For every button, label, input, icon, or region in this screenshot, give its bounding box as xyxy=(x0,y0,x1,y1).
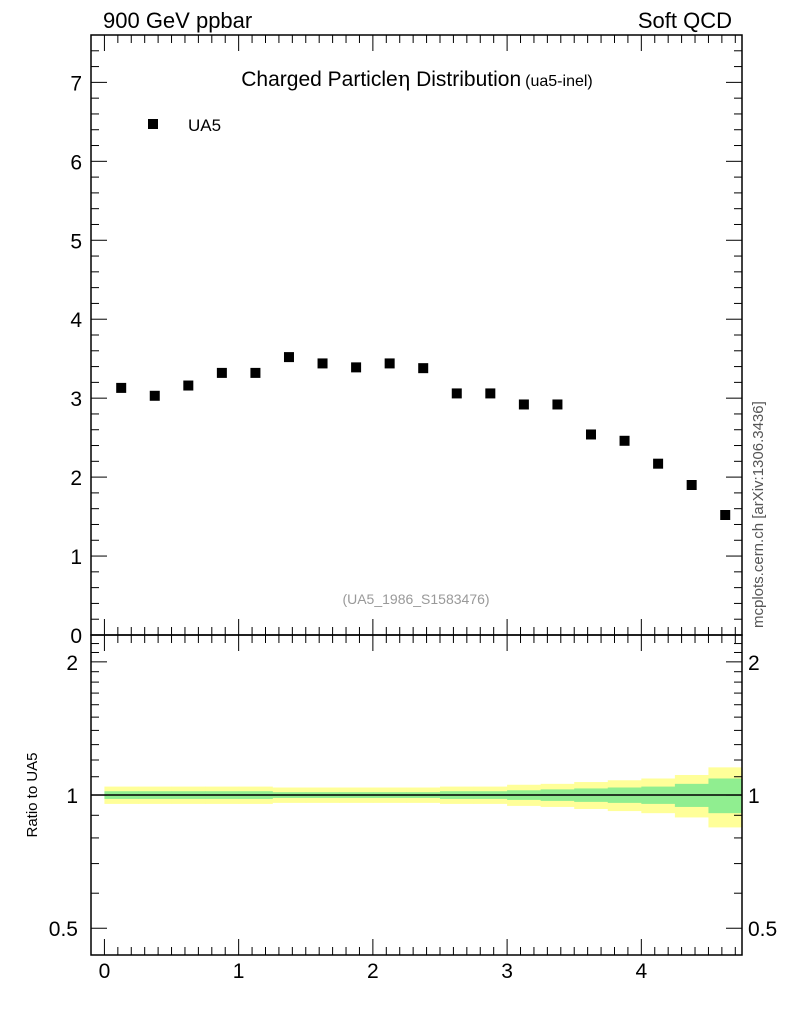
main-y-tick-label: 0 xyxy=(70,625,82,648)
data-point-ua5 xyxy=(653,458,664,469)
chart-title-symbol: η xyxy=(398,67,411,91)
axes-group: 0 1 2 3 4 5 6 7 0 1 2 3 4 0.5 0.5 1 1 2 2 xyxy=(49,34,777,983)
x-tick-label: 3 xyxy=(501,960,513,983)
analysis-id-label: (UA5_1986_S1583476) xyxy=(342,591,489,607)
data-point-ua5 xyxy=(149,390,160,401)
ratio-y-tick-label-left: 0.5 xyxy=(49,918,78,941)
ratio-bands-group xyxy=(91,767,743,828)
data-point-ua5 xyxy=(418,363,429,374)
main-y-tick-label: 6 xyxy=(70,151,82,174)
data-point-ua5 xyxy=(317,358,328,369)
chart-title-main: Charged Particle xyxy=(241,68,397,91)
chart-title-suffix: (ua5-inel) xyxy=(525,73,593,90)
x-tick-label: 0 xyxy=(99,960,111,983)
data-point-ua5 xyxy=(183,380,194,391)
header-left-label: 900 GeV ppbar xyxy=(103,8,252,33)
data-point-ua5 xyxy=(384,358,395,369)
x-tick-label: 1 xyxy=(233,960,245,983)
main-y-tick-label: 5 xyxy=(70,230,82,253)
data-point-ua5 xyxy=(552,399,563,410)
main-data-points-group xyxy=(116,352,731,520)
main-y-tick-label: 2 xyxy=(70,467,82,490)
data-point-ua5 xyxy=(283,352,294,363)
x-tick-label: 2 xyxy=(367,960,379,983)
data-point-ua5 xyxy=(686,480,697,490)
ratio-y-tick-label-left: 2 xyxy=(66,652,78,675)
main-y-tick-label: 3 xyxy=(70,388,82,411)
data-point-ua5 xyxy=(720,510,731,520)
data-point-ua5 xyxy=(619,435,630,446)
x-tick-label: 4 xyxy=(635,960,647,983)
ratio-y-tick-label-right: 1 xyxy=(748,785,760,808)
main-y-tick-label: 1 xyxy=(70,546,82,569)
chart-title-rest: Distribution xyxy=(410,68,521,91)
data-point-ua5 xyxy=(518,399,529,410)
data-point-ua5 xyxy=(116,382,127,393)
data-point-ua5 xyxy=(216,367,227,378)
ratio-y-tick-label-right: 2 xyxy=(748,652,760,675)
data-point-ua5 xyxy=(351,362,362,373)
header-right-label: Soft QCD xyxy=(638,8,732,33)
main-y-tick-label: 4 xyxy=(70,309,82,332)
data-point-ua5 xyxy=(250,367,261,378)
main-y-tick-label: 7 xyxy=(70,72,82,95)
legend-label-ua5: UA5 xyxy=(188,116,221,135)
chart-title: Charged Particleη Distribution (ua5-inel) xyxy=(241,67,593,91)
ratio-y-axis-label: Ratio to UA5 xyxy=(24,752,41,837)
ratio-y-tick-label-right: 0.5 xyxy=(748,918,777,941)
data-point-ua5 xyxy=(485,388,496,399)
data-point-ua5 xyxy=(585,429,596,440)
side-source-label: mcplots.cern.ch [arXiv:1306.3436] xyxy=(750,401,767,628)
legend-marker-ua5 xyxy=(148,119,158,129)
data-point-ua5 xyxy=(451,388,462,399)
ratio-y-tick-label-left: 1 xyxy=(66,785,78,808)
ratio-inner-band-bin xyxy=(708,778,743,814)
